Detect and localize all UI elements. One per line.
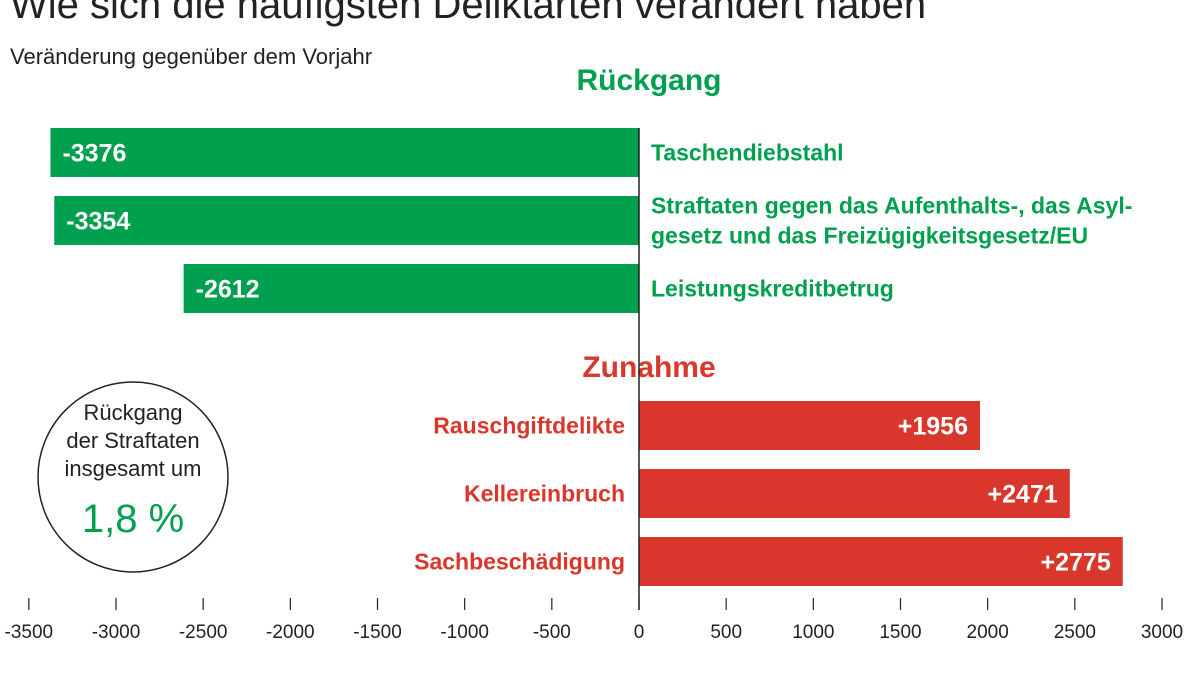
- category-label: Straftaten gegen das Aufenthalts-, das A…: [651, 193, 1132, 219]
- bar-value-label: -2612: [196, 276, 260, 304]
- x-tick-label: 2500: [1054, 622, 1096, 643]
- category-label: Taschendiebstahl: [651, 140, 844, 166]
- x-tick-label: 0: [634, 622, 645, 643]
- callout-line: insgesamt um: [65, 456, 202, 481]
- x-tick-label: 1000: [792, 622, 834, 643]
- bar: [639, 537, 1123, 586]
- x-tick-label: -3500: [5, 622, 54, 643]
- bar-value-label: +2471: [988, 481, 1058, 509]
- bar: [639, 469, 1070, 518]
- bar-value-label: -3376: [62, 140, 126, 168]
- callout-line: Rückgang: [83, 400, 182, 425]
- chart-subtitle: Veränderung gegenüber dem Vorjahr: [10, 44, 372, 69]
- x-tick-label: -2500: [179, 622, 228, 643]
- bar-value-label: -3354: [66, 208, 130, 236]
- callout-circle: [37, 381, 229, 573]
- section-label: Rückgang: [576, 64, 721, 97]
- callout: Rückgang der Straftaten insgesamt um 1,8…: [37, 381, 229, 573]
- x-tick-label: 2000: [967, 622, 1009, 643]
- x-tick-label: 3000: [1141, 622, 1183, 643]
- category-label: Sachbeschädigung: [414, 549, 625, 575]
- x-tick-label: -1000: [440, 622, 489, 643]
- x-tick-label: -3000: [92, 622, 141, 643]
- callout-line: der Straftaten: [66, 428, 199, 453]
- category-label: Kellereinbruch: [464, 481, 625, 507]
- bar: [54, 196, 639, 245]
- x-tick-label: -1500: [353, 622, 402, 643]
- x-tick-label: -2000: [266, 622, 315, 643]
- bar: [639, 401, 980, 450]
- bar-value-label: +2775: [1041, 549, 1111, 577]
- x-tick-label: -500: [533, 622, 571, 643]
- callout-value: 1,8 %: [82, 497, 184, 541]
- x-tick-label: 1500: [879, 622, 921, 643]
- category-label: Leistungskreditbetrug: [651, 276, 894, 302]
- bar: [183, 264, 639, 313]
- x-tick-label: 500: [710, 622, 742, 643]
- category-label: gesetz und das Freizügigkeitsgesetz/EU: [651, 223, 1088, 249]
- bar-value-label: +1956: [898, 413, 968, 441]
- section-label: Zunahme: [582, 351, 715, 384]
- category-label: Rauschgiftdelikte: [433, 413, 625, 439]
- bar: [50, 128, 639, 177]
- chart-title: Wie sich die häufigsten Deliktarten verä…: [10, 0, 926, 27]
